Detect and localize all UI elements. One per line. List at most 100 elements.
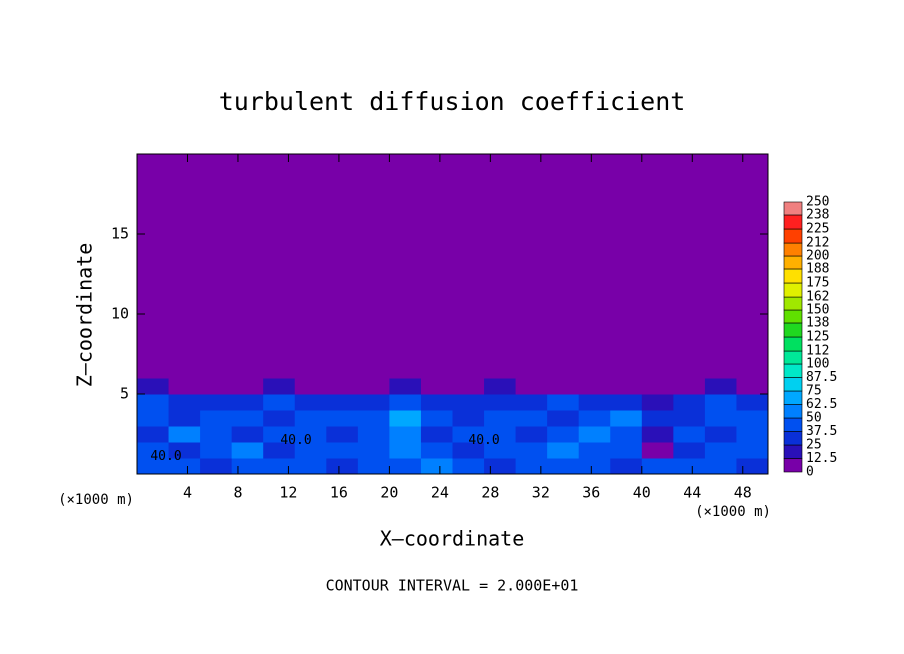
x-tick-label: 44 xyxy=(683,484,701,502)
field-cell xyxy=(263,426,296,443)
colorbar-band xyxy=(783,201,803,216)
field-cell xyxy=(357,394,390,411)
y-tick-label: 5 xyxy=(120,385,129,403)
field-cell xyxy=(673,394,706,411)
field-cell xyxy=(263,378,296,395)
contour-interval: CONTOUR INTERVAL = 2.000E+01 xyxy=(326,577,579,595)
colorbar-band xyxy=(783,309,803,324)
field-cell xyxy=(673,410,706,427)
contour-label: 40.0 xyxy=(150,449,181,464)
field-cell xyxy=(168,378,201,395)
field-cell xyxy=(389,442,422,459)
field-cell xyxy=(420,394,453,411)
colorbar-label: 50 xyxy=(806,411,822,426)
field-cell xyxy=(641,394,674,411)
field-cell xyxy=(673,154,706,379)
field-cell xyxy=(641,378,674,395)
x-tick-label: 28 xyxy=(481,484,499,502)
field-cell xyxy=(294,458,327,475)
field-cell xyxy=(610,426,643,443)
field-cell xyxy=(263,154,296,379)
field-cell xyxy=(484,154,517,379)
field-cell xyxy=(294,154,327,379)
colorbar-label: 138 xyxy=(806,315,829,330)
colorbar-band xyxy=(783,350,803,365)
colorbar-label: 12.5 xyxy=(806,451,837,466)
field-cell xyxy=(326,410,359,427)
field-cell xyxy=(673,458,706,475)
field-cell xyxy=(389,426,422,443)
y-tick-label: 10 xyxy=(111,305,129,323)
field-cell xyxy=(610,410,643,427)
field-cell xyxy=(578,458,611,475)
field-cell xyxy=(736,378,769,395)
colorbar-label: 175 xyxy=(806,276,829,291)
colorbar-label: 87.5 xyxy=(806,370,837,385)
colorbar-label: 75 xyxy=(806,384,822,399)
colorbar-label: 37.5 xyxy=(806,424,837,439)
field-cell xyxy=(389,154,422,379)
field-cell xyxy=(610,154,643,379)
field-cell xyxy=(420,410,453,427)
field-cell xyxy=(231,442,264,459)
x-units-right: (×1000 m) xyxy=(695,504,771,520)
field-cell xyxy=(610,442,643,459)
field-cell xyxy=(389,410,422,427)
field-cell xyxy=(578,426,611,443)
colorbar-label: 238 xyxy=(806,207,829,222)
field-cell xyxy=(484,378,517,395)
field-cell xyxy=(231,378,264,395)
field-cell xyxy=(294,442,327,459)
field-cell xyxy=(641,458,674,475)
x-axis-label: X–coordinate xyxy=(380,527,525,551)
field-cell xyxy=(547,442,580,459)
field-cell xyxy=(231,410,264,427)
colorbar-band xyxy=(783,268,803,284)
field-cell xyxy=(357,442,390,459)
field-cell xyxy=(704,410,737,427)
field-cell xyxy=(641,410,674,427)
field-cell xyxy=(704,394,737,411)
field-cell xyxy=(231,394,264,411)
colorbar-band xyxy=(783,377,803,392)
contour-label: 40.0 xyxy=(280,433,311,448)
chart-title: turbulent diffusion coefficient xyxy=(219,87,686,116)
field-cell xyxy=(673,442,706,459)
field-cell xyxy=(200,154,233,379)
field-cell xyxy=(137,378,170,395)
field-cell xyxy=(420,154,453,379)
field-cell xyxy=(326,394,359,411)
field-cell xyxy=(547,458,580,475)
field-cell xyxy=(263,394,296,411)
field-cell xyxy=(294,410,327,427)
field-cell xyxy=(641,442,674,459)
field-cell xyxy=(263,442,296,459)
colorbar-band xyxy=(783,296,803,311)
field-cell xyxy=(452,394,485,411)
colorbar-label: 100 xyxy=(806,357,829,372)
field-cell xyxy=(263,410,296,427)
field-cell xyxy=(515,458,548,475)
field-cell xyxy=(137,154,170,379)
field-cell xyxy=(168,154,201,379)
field-cell xyxy=(578,442,611,459)
colorbar-label: 212 xyxy=(806,236,829,251)
field-cell xyxy=(420,458,453,475)
field-cell xyxy=(610,378,643,395)
colorbar-band xyxy=(783,214,803,230)
field-cell xyxy=(704,458,737,475)
colorbar-label: 162 xyxy=(806,290,829,305)
field-cell xyxy=(420,378,453,395)
field-cell xyxy=(326,458,359,475)
field-cell xyxy=(610,458,643,475)
colorbar-label: 125 xyxy=(806,330,829,345)
field-cell xyxy=(231,458,264,475)
field-cell xyxy=(484,410,517,427)
field-cell xyxy=(484,394,517,411)
colorbar-band xyxy=(783,404,803,419)
colorbar-label: 200 xyxy=(806,249,829,264)
field-cell xyxy=(736,442,769,459)
field-cell xyxy=(357,458,390,475)
field-cell xyxy=(168,426,201,443)
